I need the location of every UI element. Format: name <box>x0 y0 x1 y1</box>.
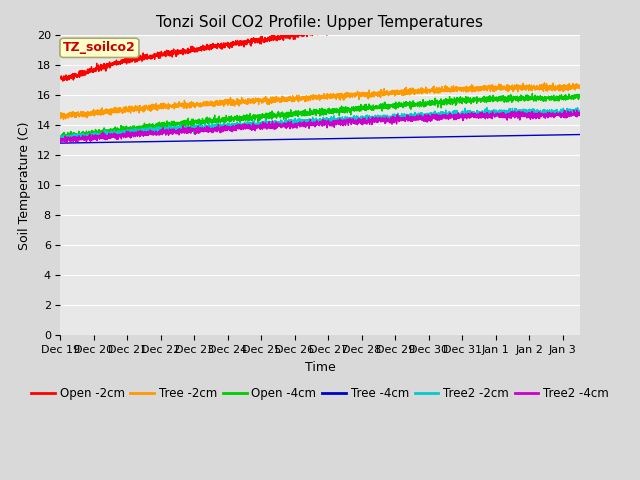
Tree2 -4cm <box>561 107 568 113</box>
Tree -2cm <box>256 96 264 102</box>
Tree -4cm <box>147 139 154 144</box>
Y-axis label: Soil Temperature (C): Soil Temperature (C) <box>18 121 31 250</box>
Tree -4cm <box>278 137 286 143</box>
Tree2 -2cm <box>510 108 518 114</box>
Open -4cm <box>529 91 536 96</box>
Open -4cm <box>147 123 154 129</box>
Line: Tree2 -2cm: Tree2 -2cm <box>60 108 580 142</box>
Tree2 -4cm <box>56 135 64 141</box>
Tree2 -4cm <box>278 122 286 128</box>
Title: Tonzi Soil CO2 Profile: Upper Temperatures: Tonzi Soil CO2 Profile: Upper Temperatur… <box>157 15 483 30</box>
Tree2 -4cm <box>576 111 584 117</box>
Open -4cm <box>576 93 584 98</box>
Tree -2cm <box>147 108 154 114</box>
Tree2 -2cm <box>278 120 286 126</box>
Line: Tree2 -4cm: Tree2 -4cm <box>60 110 580 143</box>
Open -2cm <box>116 60 124 66</box>
Tree2 -2cm <box>59 139 67 144</box>
Tree2 -4cm <box>566 113 573 119</box>
Tree -4cm <box>566 132 573 138</box>
Line: Open -2cm: Open -2cm <box>60 0 580 81</box>
Tree2 -2cm <box>483 105 491 110</box>
Open -2cm <box>256 41 264 47</box>
Tree -2cm <box>116 106 124 111</box>
Tree -2cm <box>576 85 584 91</box>
Open -4cm <box>278 110 286 116</box>
Text: TZ_soilco2: TZ_soilco2 <box>63 41 136 54</box>
Open -4cm <box>256 113 264 119</box>
Open -4cm <box>509 95 517 100</box>
Open -2cm <box>566 2 573 8</box>
Tree -4cm <box>255 137 263 143</box>
Tree2 -4cm <box>116 132 124 137</box>
Open -2cm <box>509 2 517 8</box>
Tree2 -2cm <box>566 108 573 114</box>
Tree -2cm <box>56 116 64 121</box>
Open -2cm <box>56 75 64 81</box>
Legend: Open -2cm, Tree -2cm, Open -4cm, Tree -4cm, Tree2 -2cm, Tree2 -4cm: Open -2cm, Tree -2cm, Open -4cm, Tree -4… <box>26 382 614 404</box>
Tree -4cm <box>116 139 124 145</box>
Open -2cm <box>147 53 154 59</box>
Tree2 -4cm <box>147 131 154 137</box>
Open -4cm <box>61 136 69 142</box>
Tree -4cm <box>576 132 584 137</box>
Open -2cm <box>59 78 67 84</box>
Tree2 -4cm <box>509 110 517 116</box>
Tree2 -4cm <box>256 123 264 129</box>
Open -4cm <box>566 95 573 100</box>
Open -4cm <box>56 135 64 141</box>
Tree -2cm <box>541 80 548 86</box>
Open -2cm <box>278 35 286 40</box>
Tree -4cm <box>509 133 517 139</box>
Tree -2cm <box>60 117 67 122</box>
Tree2 -2cm <box>116 130 124 135</box>
Tree -4cm <box>56 140 64 146</box>
Tree2 -2cm <box>256 122 264 128</box>
Tree2 -2cm <box>147 125 154 131</box>
Tree2 -4cm <box>63 140 71 146</box>
Tree2 -2cm <box>576 110 584 116</box>
Open -2cm <box>576 2 584 8</box>
Tree -2cm <box>566 84 573 90</box>
Line: Tree -2cm: Tree -2cm <box>60 83 580 120</box>
Tree -2cm <box>278 98 286 104</box>
Tree2 -2cm <box>56 134 64 140</box>
Open -2cm <box>557 0 565 3</box>
Line: Open -4cm: Open -4cm <box>60 94 580 139</box>
Tree -2cm <box>509 84 517 90</box>
X-axis label: Time: Time <box>305 360 335 373</box>
Line: Tree -4cm: Tree -4cm <box>60 134 580 143</box>
Open -4cm <box>116 127 124 133</box>
